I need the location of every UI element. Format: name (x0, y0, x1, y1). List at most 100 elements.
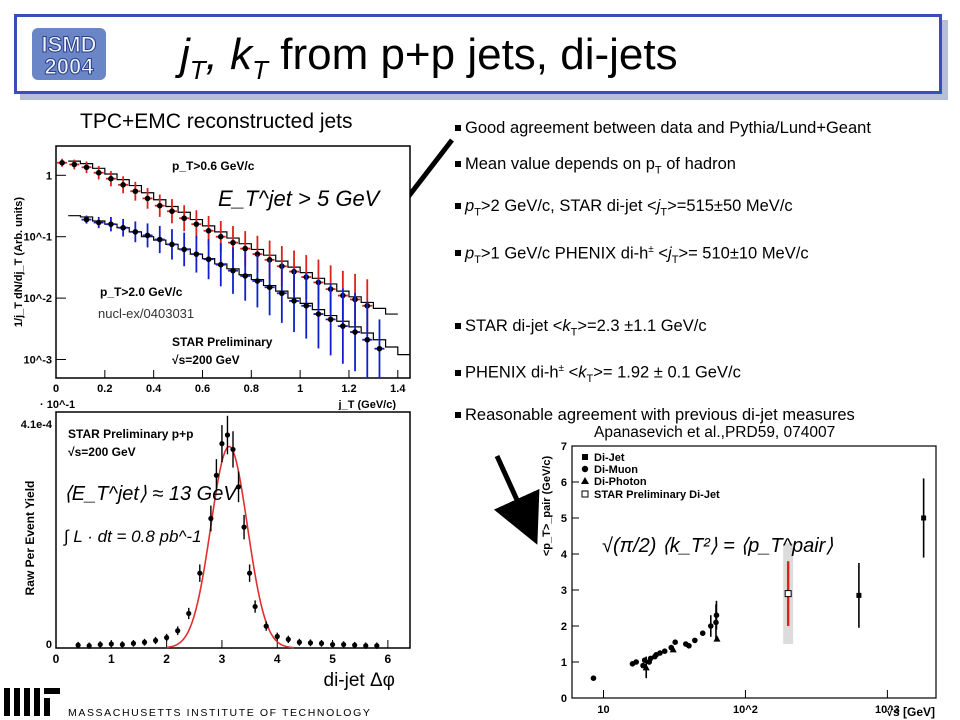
dphi-data-point (307, 640, 314, 646)
dimuon-point (633, 659, 640, 665)
star-dijet-point (784, 590, 792, 598)
jt-corner-label: · 10^-1 (40, 399, 75, 410)
bullet-5: STAR di-jet <kT>=2.3 ±1.1 GeV/c (455, 316, 950, 343)
legend-diphoton: Di-Photon (594, 476, 647, 488)
dijet-dphi-chart: 0 1 2 3 4 5 6 Raw Per Event Yield 4.1e-4 0 di-… (21, 411, 411, 691)
jt-data-point (83, 164, 90, 171)
ptpair-ytick-label: 5 (561, 513, 567, 525)
ptpair-xtick-label: 10^2 (733, 704, 758, 716)
dphi-data-point (252, 603, 258, 610)
jt-ytick-label: 1 (46, 170, 52, 182)
dphi-formula-et: ⟨E_T^jet⟩ ≈ 13 GeV (64, 483, 238, 505)
dphi-data-point (219, 441, 225, 447)
dphi-data-point (341, 641, 347, 648)
dphi-data-point (241, 524, 247, 530)
jt-data-point (279, 290, 285, 297)
jt-data-points (57, 158, 385, 378)
jt-data-point (340, 323, 346, 329)
jt-data-point (327, 316, 334, 323)
jt-xtick-label: 0.4 (146, 383, 162, 395)
dphi-annotation-star: STAR Preliminary p+p (68, 427, 193, 441)
dimuon-point (692, 637, 698, 644)
jt-xtick-label: 0 (53, 383, 59, 395)
dphi-xtick-label: 3 (219, 652, 226, 666)
dphi-data-point (235, 484, 242, 490)
dphi-gaussian-fit (166, 445, 294, 649)
jt-annotation-star: STAR Preliminary (172, 335, 273, 349)
ptpair-ytick-label: 7 (561, 441, 567, 453)
jt-data-point (242, 245, 249, 252)
dphi-data-point (230, 446, 236, 453)
dimuon-point (640, 662, 646, 669)
arrow-to-kt-plot (493, 454, 540, 545)
jt-data-point (205, 256, 212, 263)
jt-data-point (120, 182, 126, 188)
logo-line-2: 2004 (45, 54, 95, 79)
jt-xtick-label: 1 (297, 383, 303, 395)
jt-data-point (376, 345, 383, 352)
dphi-data-point (374, 643, 380, 649)
bullet-3: pT>2 GeV/c, STAR di-jet <jT>=515±50 MeV/… (455, 196, 950, 223)
jt-axes: 0 0.2 0.4 0.6 0.8 1 1.2 1.4 1 10^-1 10^-2 10^-3 (24, 170, 407, 395)
ismd-logo: ISMD 2004 (32, 28, 106, 80)
dimuon-point (699, 630, 706, 636)
dphi-data-point (97, 641, 103, 648)
dphi-data-point (285, 636, 291, 642)
dphi-xtick-label: 4 (274, 652, 281, 666)
dimuon-point (657, 650, 663, 656)
dphi-data-point (274, 633, 280, 640)
jt-data-point (83, 216, 90, 223)
ptpair-ytick-label: 3 (561, 585, 567, 597)
dphi-data-point (224, 432, 231, 438)
jt-data-point (266, 284, 273, 291)
jt-data-point (230, 239, 236, 246)
dphi-formula-lumi: ∫ L · dt = 0.8 pb^-1 (63, 527, 202, 546)
jt-data-point (156, 202, 163, 209)
dphi-xtick-label: 5 (329, 652, 336, 666)
dphi-data-point (213, 472, 220, 478)
dphi-data-point (141, 639, 148, 645)
jt-annotation-sqrts: √s=200 GeV (172, 353, 240, 367)
dimuon-point (713, 612, 720, 618)
subtitle: TPC+EMC reconstructed jets (80, 110, 353, 133)
ptpair-legend: Di-Jet Di-Muon Di-Photon STAR Preliminar… (581, 452, 720, 501)
jt-data-point (205, 227, 212, 234)
dphi-data-point (296, 639, 302, 645)
dphi-data-point (130, 640, 137, 646)
reference-citation: Apanasevich et al.,PRD59, 074007 (594, 424, 836, 441)
diphoton-point (642, 663, 650, 671)
jt-data-point (193, 221, 200, 227)
jt-data-point (95, 219, 102, 226)
ptpair-data-points (590, 478, 927, 681)
jt-data-point (169, 208, 175, 215)
jt-data-point (108, 175, 114, 182)
dphi-data-point (263, 623, 269, 629)
jt-data-point (156, 236, 163, 243)
legend-star: STAR Preliminary Di-Jet (594, 489, 720, 501)
jt-data-point (181, 215, 187, 222)
jt-data-point (242, 273, 249, 279)
bullet-list-jt: Good agreement between data and Pythia/L… (455, 118, 950, 285)
diphoton-point (713, 635, 721, 642)
ptpair-ytick-label: 2 (561, 621, 567, 633)
dphi-data-point (164, 635, 170, 641)
ptpair-formula: √(π/2) ⟨k_T²⟩ = ⟨p_T^pair⟩ (602, 535, 833, 557)
jt-annotation-pt20: p_T>2.0 GeV/c (100, 285, 183, 299)
legend-dimuon: Di-Muon (594, 464, 638, 476)
ptpair-ytick-label: 6 (561, 477, 567, 489)
jt-data-point (303, 302, 310, 309)
jt-data-point (230, 267, 236, 274)
ptpair-axes: 0 1 2 3 4 5 6 7 10 10^2 10^3 (561, 441, 900, 716)
bullet-4: pT>1 GeV/c PHENIX di-h± <jT>= 510±10 MeV… (455, 239, 950, 271)
mit-logo (4, 688, 60, 716)
dphi-data-point (208, 515, 214, 522)
jt-data-point (120, 224, 126, 231)
jt-data-point (352, 329, 358, 335)
jt-data-point (217, 261, 224, 268)
dphi-data-point (197, 570, 203, 576)
dphi-xtick-label: 0 (53, 652, 60, 666)
ptpair-ytick-label: 0 (561, 693, 567, 705)
dijet-point (921, 515, 927, 521)
jt-data-point (108, 221, 114, 227)
dphi-data-point (75, 642, 81, 648)
